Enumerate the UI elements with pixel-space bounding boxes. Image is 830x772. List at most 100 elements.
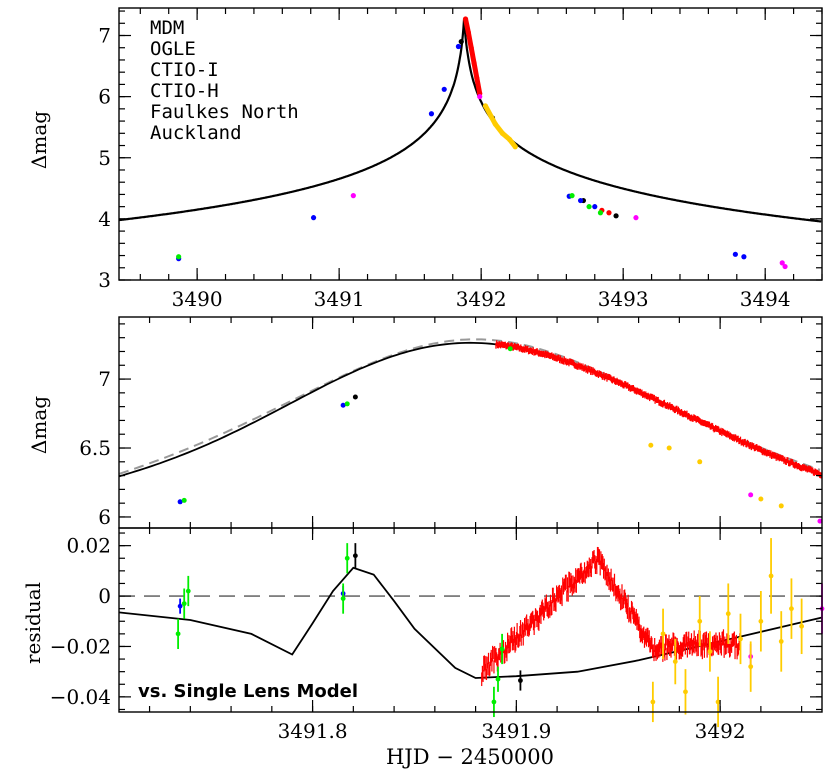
top-point-ctio-i (455, 43, 462, 50)
residual-point-ctio-h (495, 676, 501, 682)
middle-point-auckland (697, 459, 703, 465)
top-xtick-label: 3490 (172, 287, 223, 311)
residual-xtick-label: 3491.9 (481, 719, 551, 743)
top-auckland-band (493, 122, 505, 135)
top-point-ogle (458, 39, 464, 45)
residual-ytick-label: −0.02 (50, 634, 111, 658)
residual-point-auckland (707, 649, 713, 654)
middle-panel: 66.57 (79, 316, 823, 529)
top-panel: 3 4 5 6 7 3490 3491 3492 3493 3494 (98, 7, 823, 311)
middle-point-auckland (778, 503, 784, 509)
top-point-ctio-i (741, 254, 747, 260)
middle-point-auckland (758, 496, 764, 502)
top-point-faulkes-north (350, 193, 356, 199)
residual-point-ogle (352, 553, 358, 559)
top-ytick-label: 5 (98, 146, 111, 170)
middle-point-ctio-i (177, 499, 183, 505)
residual-point-auckland (725, 611, 731, 617)
x-axis-label: HJD − 2450000 (386, 745, 554, 769)
middle-model-solid (118, 341, 821, 478)
middle-ytick-label: 6.5 (79, 436, 111, 460)
residual-y-axis-label: residual (21, 582, 45, 664)
middle-point-auckland (648, 442, 654, 448)
residual-point-ctio-h (340, 596, 346, 601)
legend-item-faulkes-north: Faulkes North (150, 101, 299, 123)
residual-plot-frame (118, 527, 823, 713)
top-mdm-band (468, 47, 477, 64)
legend-item-ogle: OGLE (150, 38, 196, 60)
middle-point-ctio-h (507, 346, 513, 352)
residual-point-ctio-h (175, 631, 181, 637)
top-xtick-label: 3492 (456, 287, 507, 311)
top-ytick-label: 6 (98, 85, 111, 109)
residual-xtick-label: 3491.8 (278, 719, 348, 743)
top-point-ctio-h (586, 204, 592, 210)
legend-item-ctio-i: CTIO-I (150, 59, 219, 81)
top-model-curve (118, 18, 822, 223)
middle-point-ctio-i (340, 402, 346, 408)
residual-point-ctio-h (491, 699, 497, 705)
residual-point-auckland (660, 631, 666, 637)
top-point-faulkes-north (782, 263, 788, 270)
residual-point-auckland (715, 699, 721, 705)
residual-point-auckland (768, 573, 774, 579)
top-xtick-label: 3494 (740, 287, 791, 311)
legend-item-ctio-h: CTIO-H (150, 80, 219, 102)
residual-panel: −0.04 −0.02 0 0.02 3491.8 3491.9 3492 (50, 527, 825, 743)
top-mdm-band (463, 18, 471, 33)
top-xtick-label: 3493 (598, 287, 649, 311)
residual-point-auckland (778, 639, 784, 644)
top-point-mdm (606, 210, 612, 216)
top-point-ctio-i (310, 215, 317, 221)
middle-y-axis-label: Δmag (27, 396, 51, 454)
middle-point-ctio-h (181, 497, 187, 503)
top-mdm-band (474, 77, 483, 95)
top-point-ctio-h (176, 254, 182, 260)
top-point-ctio-i (592, 204, 598, 210)
residual-ytick-label: 0 (98, 584, 111, 608)
middle-point-ogle (352, 394, 358, 400)
top-point-faulkes-north (477, 94, 483, 100)
middle-model-dashed (118, 338, 821, 475)
residual-point-auckland (748, 664, 754, 670)
middle-ytick-label: 7 (98, 367, 111, 391)
residual-point-auckland (738, 636, 743, 642)
residual-point-auckland (758, 618, 764, 624)
top-point-faulkes-north (633, 215, 639, 221)
top-ytick-label: 7 (98, 24, 111, 48)
residual-point-ctio-i (177, 603, 183, 609)
top-point-ctio-i (577, 197, 584, 204)
middle-ytick-label: 6 (98, 505, 111, 529)
residual-point-auckland (697, 618, 703, 624)
top-point-faulkes-north (779, 260, 785, 266)
middle-point-ctio-h (344, 401, 350, 407)
top-ytick-label: 3 (98, 268, 111, 292)
top-point-ctio-h (569, 193, 575, 199)
residual-ytick-label: 0.02 (66, 534, 111, 558)
top-mdm-band (471, 62, 480, 79)
middle-point-faulkes-north (748, 492, 754, 498)
top-auckland-band (507, 137, 518, 149)
residual-ytick-label: −0.04 (50, 685, 111, 709)
residual-xtick-label: 3492 (695, 719, 746, 743)
top-point-ogle (613, 213, 619, 219)
middle-point-auckland (666, 445, 672, 451)
top-ytick-label: 4 (98, 207, 111, 231)
residual-point-auckland (650, 699, 656, 705)
top-point-ctio-i (441, 86, 447, 92)
top-xtick-label: 3491 (314, 287, 365, 311)
top-y-axis-label: Δmag (27, 111, 51, 169)
residual-point-ctio-h (344, 555, 350, 561)
top-auckland-band (500, 131, 512, 142)
residual-point-auckland (672, 659, 678, 664)
legend-item-mdm: MDM (150, 17, 184, 39)
residual-point-ogle (518, 678, 523, 683)
residual-point-auckland (799, 623, 805, 629)
middle-plot-frame (118, 316, 823, 529)
residual-point-auckland (683, 689, 688, 695)
residual-model-curve (118, 566, 823, 679)
residual-point-ctio-h (185, 588, 191, 594)
single-lens-annotation: vs. Single Lens Model (138, 681, 358, 702)
top-point-ctio-i (732, 251, 738, 257)
